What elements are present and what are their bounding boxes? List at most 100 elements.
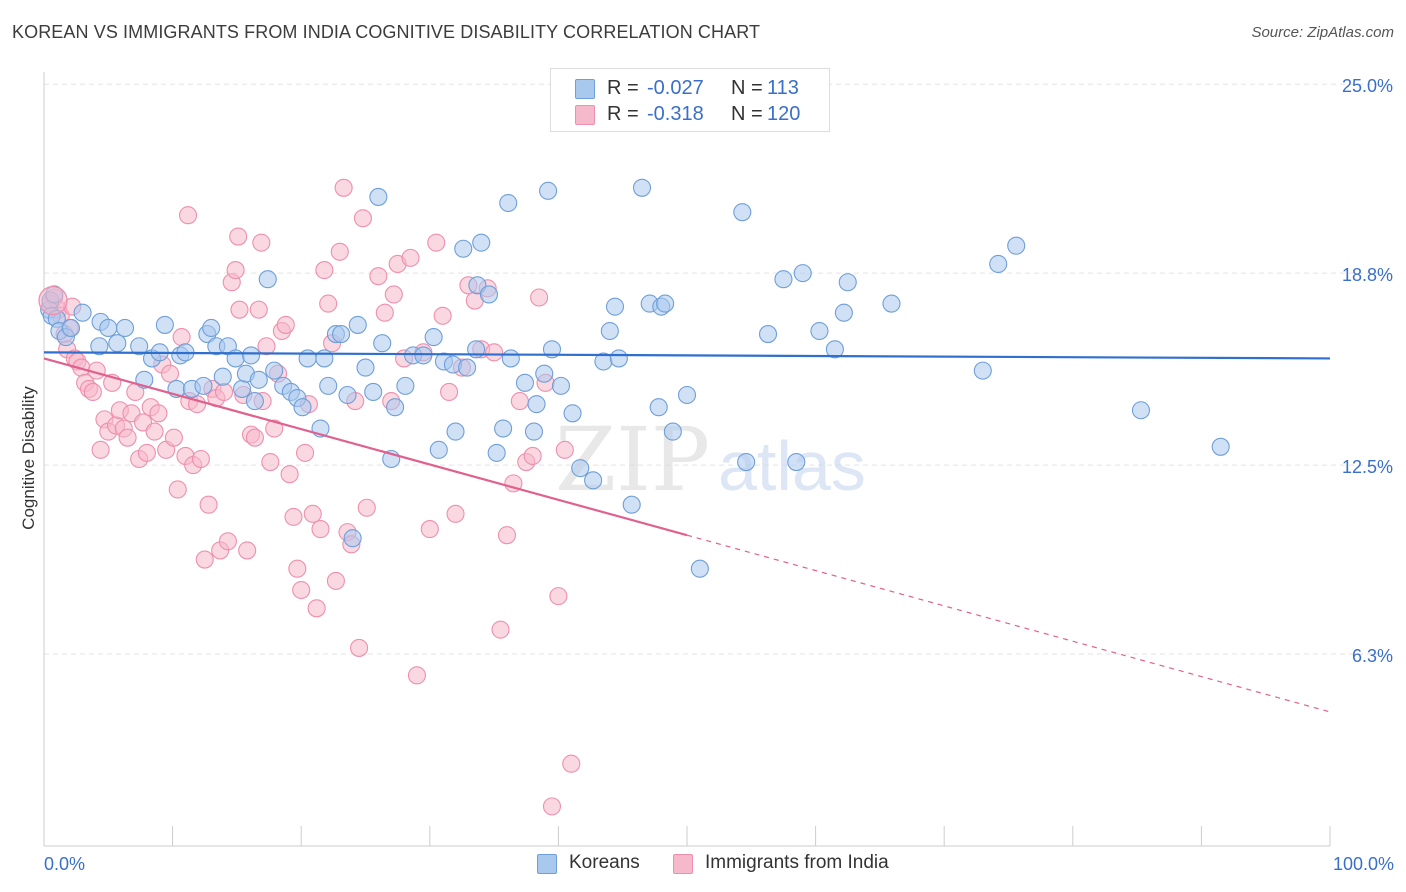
korean-point [989, 254, 1008, 274]
korean-point [369, 187, 388, 206]
korean-point [834, 303, 853, 322]
korean-point [1131, 401, 1151, 420]
korean-point [241, 346, 261, 365]
korean-point [825, 340, 844, 359]
korean-point [338, 385, 357, 405]
korean-point [584, 471, 603, 490]
correlation-legend: R = -0.027 N = 113 R = -0.318 N = 120 [550, 68, 830, 132]
korean-point [605, 297, 625, 316]
india-point [118, 428, 137, 447]
india-point [549, 587, 568, 606]
korean-point [446, 422, 465, 441]
india-point [288, 559, 307, 578]
korean-point [563, 404, 582, 423]
korean-point [348, 315, 367, 334]
korean-point [454, 239, 473, 258]
korean-point [249, 370, 268, 389]
india-point [160, 364, 180, 383]
korean-point [130, 337, 149, 356]
india-point [555, 440, 574, 459]
korean-point [535, 364, 554, 383]
india-point [485, 343, 504, 362]
korean-point [343, 529, 362, 548]
n-label: N = [731, 103, 763, 125]
india-point [280, 465, 299, 484]
india-point [172, 328, 191, 347]
koreans-swatch [537, 854, 557, 874]
india-point [83, 382, 102, 402]
india-point [510, 392, 529, 411]
korean-point [258, 270, 277, 289]
korean-point [774, 270, 793, 289]
india-point [491, 620, 510, 639]
y-tick-label: 25.0% [1342, 76, 1393, 96]
korean-point [539, 181, 558, 200]
korean-point [155, 315, 174, 334]
y-tick-labels: 6.3% 12.5% 18.8% 25.0% [1342, 76, 1393, 666]
axes [43, 72, 1331, 847]
korean-point [245, 392, 264, 411]
korean-point [61, 318, 81, 338]
india-point [149, 404, 168, 423]
korean-point [663, 422, 682, 441]
korean-point [386, 398, 405, 417]
korean-point [487, 443, 506, 462]
india-point [218, 532, 237, 551]
chart-title: KOREAN VS IMMIGRANTS FROM INDIA COGNITIV… [12, 22, 761, 42]
korean-point [622, 495, 641, 514]
korean-point [429, 440, 448, 459]
korean-point [373, 334, 392, 353]
source-label: Source: ZipAtlas.com [1251, 24, 1394, 41]
india-point [261, 452, 280, 472]
r-label: R = [607, 77, 639, 99]
india-point [191, 449, 210, 469]
korean-point [232, 379, 252, 398]
india-point [307, 599, 326, 618]
korean-point [571, 459, 590, 478]
india-point [427, 233, 446, 252]
india-point [164, 428, 183, 447]
india-point [145, 422, 164, 441]
india-point [230, 300, 249, 319]
korean-point [414, 346, 433, 365]
india-point [303, 504, 322, 523]
korean-point [882, 294, 901, 313]
koreans-swatch [575, 79, 595, 99]
korean-point [73, 303, 92, 322]
y-tick-label: 18.8% [1342, 265, 1393, 285]
korean-point [479, 285, 499, 304]
india-point [315, 261, 334, 280]
legend-label-koreans: Koreans [569, 852, 640, 873]
india-point [446, 504, 465, 523]
india-point [334, 178, 353, 197]
series-koreans-points [38, 178, 1230, 578]
r-value: -0.318 [647, 103, 704, 125]
trend-lines [43, 351, 1331, 713]
korean-point [424, 328, 443, 347]
india-point [530, 288, 549, 307]
india-point [369, 267, 388, 286]
india-point [523, 446, 542, 466]
india-point [311, 520, 330, 539]
korean-point [499, 193, 518, 213]
india-point [252, 233, 271, 252]
korean-point [632, 178, 652, 197]
korean-point [90, 337, 109, 356]
y-axis-label: Cognitive Disability [19, 386, 38, 530]
india-point [91, 440, 110, 459]
india-point [420, 520, 439, 539]
india-point [357, 498, 376, 517]
korean-point [515, 373, 535, 392]
korean-point [737, 452, 756, 472]
korean-point [600, 321, 619, 341]
korean-point [364, 382, 383, 402]
india-point [168, 480, 187, 499]
korean-point [356, 358, 375, 377]
korean-point [1211, 437, 1230, 456]
korean-point [265, 361, 284, 380]
india-point [562, 754, 581, 773]
x-tick-label-max: 100.0% [1333, 854, 1394, 874]
korean-point [733, 203, 752, 222]
india-point [284, 507, 303, 526]
india-point [440, 382, 459, 402]
